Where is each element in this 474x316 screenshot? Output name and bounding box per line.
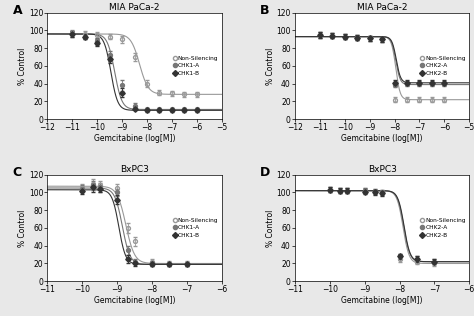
Title: BxPC3: BxPC3	[368, 165, 397, 174]
Y-axis label: % Control: % Control	[266, 47, 275, 85]
X-axis label: Gemcitabine (log[M]): Gemcitabine (log[M])	[94, 296, 175, 305]
Title: MIA PaCa-2: MIA PaCa-2	[109, 3, 160, 12]
Y-axis label: % Control: % Control	[18, 209, 27, 246]
X-axis label: Gemcitabine (log[M]): Gemcitabine (log[M])	[341, 134, 423, 143]
Title: MIA PaCa-2: MIA PaCa-2	[357, 3, 407, 12]
Y-axis label: % Control: % Control	[266, 209, 275, 246]
Text: C: C	[12, 166, 22, 179]
Title: BxPC3: BxPC3	[120, 165, 149, 174]
Text: A: A	[12, 4, 22, 17]
X-axis label: Gemcitabine (log[M]): Gemcitabine (log[M])	[94, 134, 175, 143]
Y-axis label: % Control: % Control	[18, 47, 27, 85]
X-axis label: Gemcitabine (log[M]): Gemcitabine (log[M])	[341, 296, 423, 305]
Legend: Non-Silencing, CHK1-A, CHK1-B: Non-Silencing, CHK1-A, CHK1-B	[173, 217, 219, 239]
Legend: Non-Silencing, CHK2-A, CHK2-B: Non-Silencing, CHK2-A, CHK2-B	[420, 217, 466, 239]
Text: D: D	[260, 166, 270, 179]
Text: B: B	[260, 4, 270, 17]
Legend: Non-Silencing, CHK1-A, CHK1-B: Non-Silencing, CHK1-A, CHK1-B	[173, 55, 219, 76]
Legend: Non-Silencing, CHK2-A, CHK2-B: Non-Silencing, CHK2-A, CHK2-B	[420, 55, 466, 76]
